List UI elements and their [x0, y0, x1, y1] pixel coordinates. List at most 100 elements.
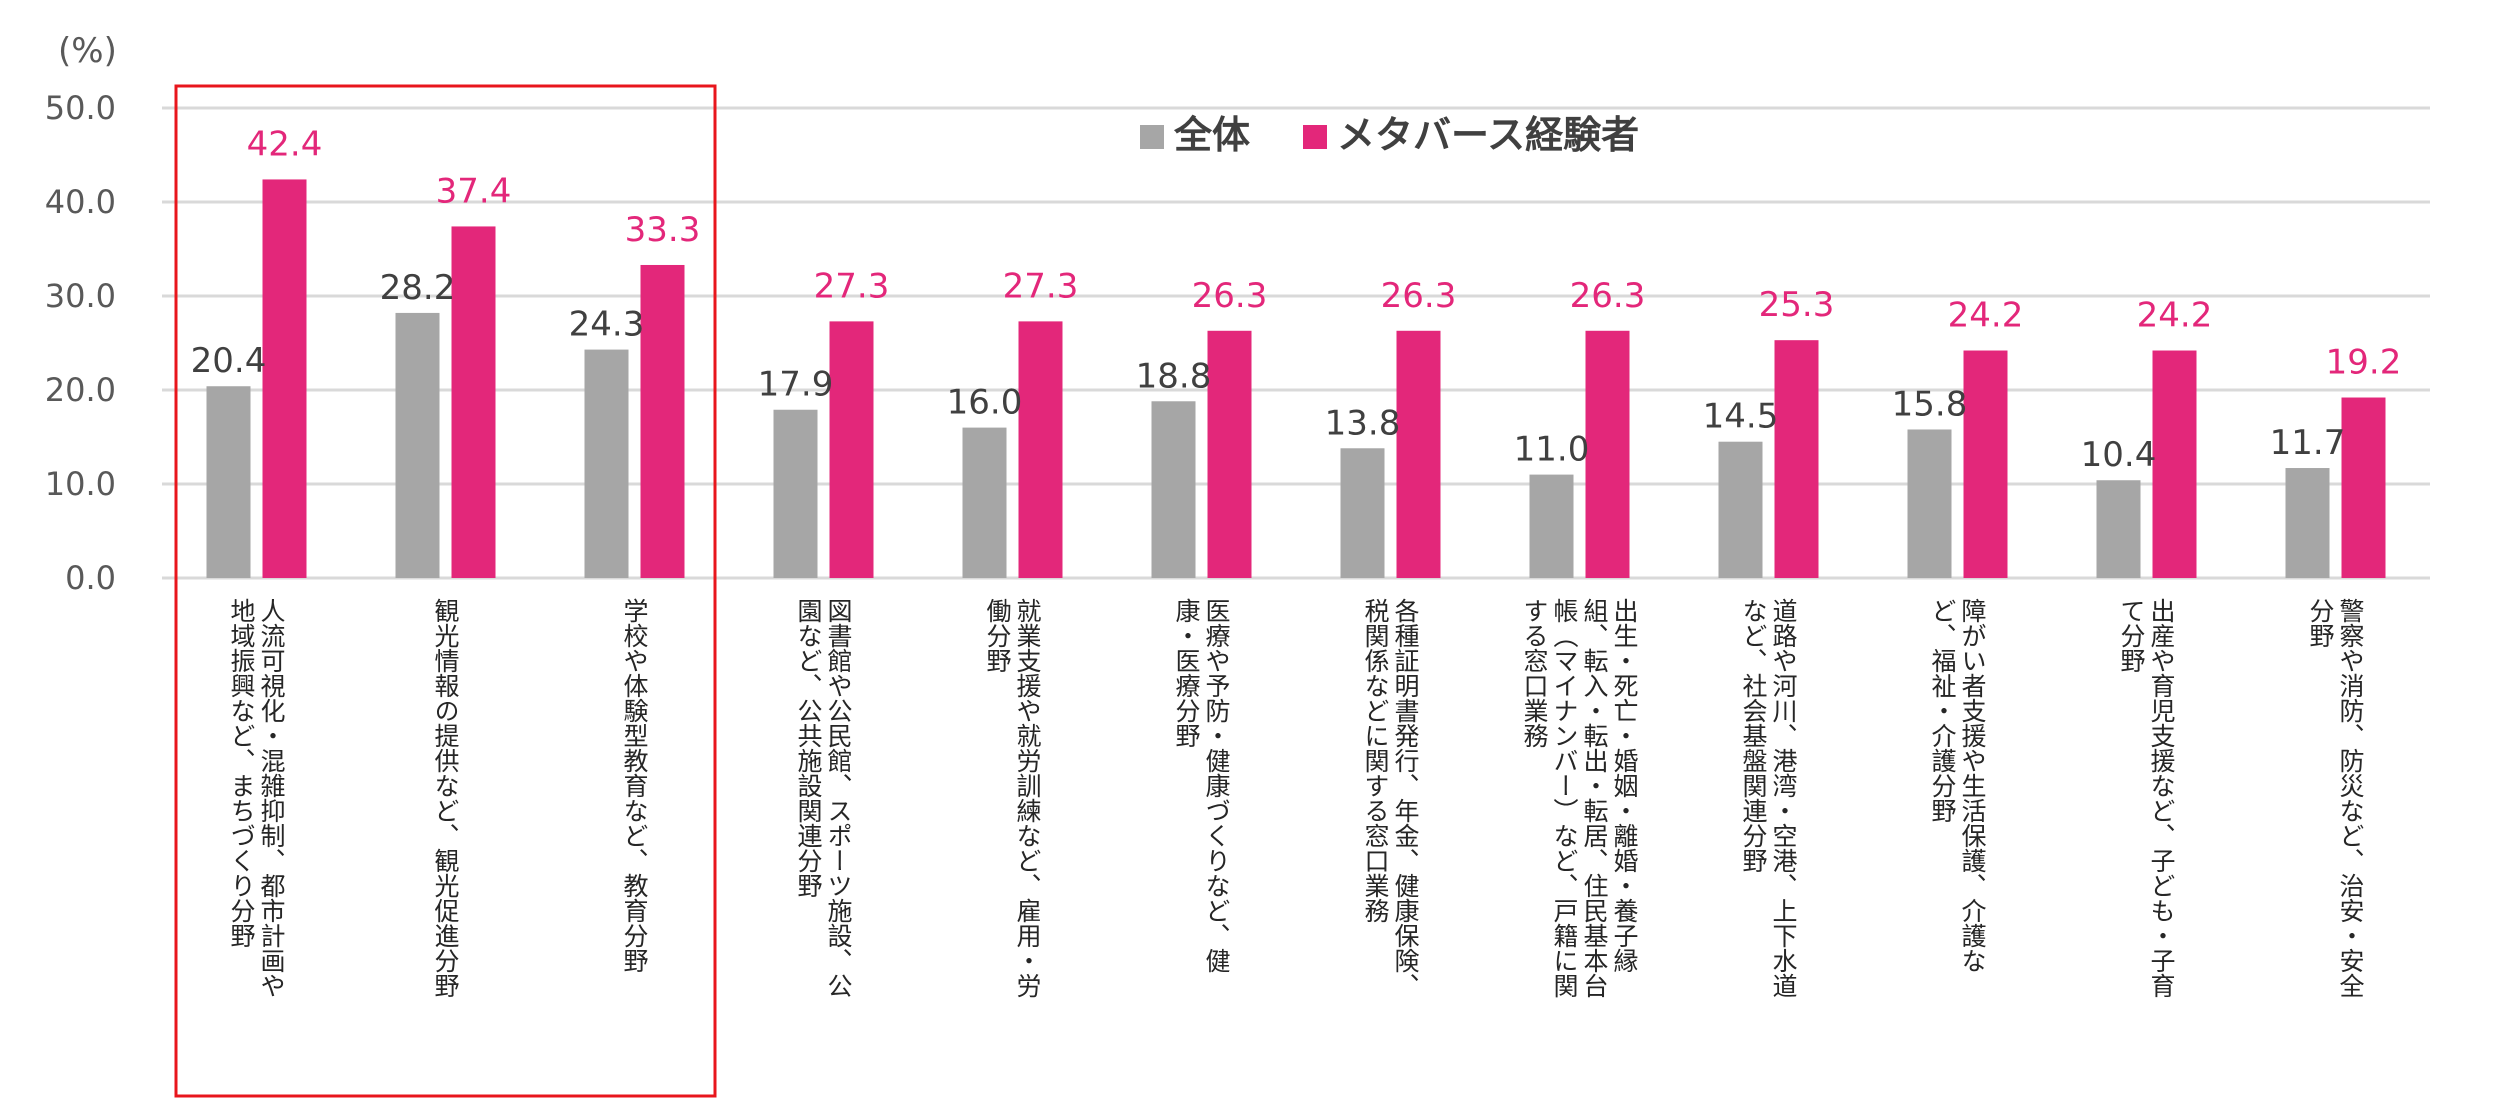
value-label-all: 11.7 — [2270, 423, 2346, 463]
value-label-meta: 27.3 — [814, 266, 890, 306]
y-axis-unit-label: (%) — [58, 31, 117, 71]
category-label-line: 人流可視化・混雑抑制、都市計画や — [257, 598, 286, 998]
value-label-all: 11.0 — [1514, 430, 1590, 470]
value-label-all: 20.4 — [191, 341, 267, 381]
category-label: 観光情報の提供など、観光促進分野 — [431, 598, 460, 998]
value-label-meta: 26.3 — [1381, 276, 1457, 316]
label-layer: 20.4 42.4 28.2 37.4 24.3 33.3 17.9 27.3 16.0 27.3… — [191, 124, 2402, 475]
category-label: 学校や体験型教育など、教育分野 — [620, 598, 649, 973]
category-label: 各種証明書発行、年金、健康保険、税関係などに関する窓口業務 — [1361, 598, 1420, 998]
bar-all — [1907, 429, 1952, 578]
category-label-line: 障がい者支援や生活保護、介護な — [1958, 598, 1987, 973]
y-tick-label: 40.0 — [45, 183, 116, 221]
category-label-line: する窓口業務 — [1520, 598, 1549, 748]
category-label-line: 学校や体験型教育など、教育分野 — [620, 598, 649, 973]
bar-all — [2285, 468, 2330, 578]
category-label-line: ど、福祉・介護分野 — [1928, 598, 1957, 823]
category-label-line: 働分野 — [983, 598, 1012, 673]
value-label-all: 16.0 — [947, 383, 1023, 423]
category-label-line: 分野 — [2306, 598, 2335, 648]
bar-all — [1340, 448, 1385, 578]
value-label-meta: 42.4 — [247, 124, 323, 164]
value-label-all: 18.8 — [1136, 356, 1212, 396]
category-label-line: 観光情報の提供など、観光促進分野 — [431, 598, 460, 998]
legend-swatch-all — [1140, 125, 1164, 149]
value-label-meta: 24.2 — [2137, 296, 2213, 336]
y-tick-label: 20.0 — [45, 371, 116, 409]
bar-meta — [1963, 350, 2008, 578]
y-tick-label: 50.0 — [45, 89, 116, 127]
bar-meta — [2341, 397, 2386, 578]
category-label-line: 帳（マイナンバー）など、戸籍に関 — [1550, 598, 1579, 998]
value-label-all: 17.9 — [758, 365, 834, 405]
category-label-line: 税関係などに関する窓口業務 — [1361, 598, 1390, 923]
value-label-all: 15.8 — [1892, 384, 1968, 424]
bar-all — [1718, 441, 1763, 578]
value-label-meta: 33.3 — [625, 210, 701, 250]
category-label-line: 地域振興など、まちづくり分野 — [227, 598, 256, 948]
legend-label-meta: メタバース経験者 — [1337, 113, 1639, 157]
category-label-line: 医療や予防・健康づくりなど、健 — [1202, 598, 1231, 973]
bar-all — [962, 427, 1007, 578]
value-label-meta: 26.3 — [1192, 276, 1268, 316]
bar-meta — [1207, 330, 1252, 578]
category-label: 医療や予防・健康づくりなど、健康・医療分野 — [1172, 598, 1231, 973]
category-label-line: 康・医療分野 — [1172, 598, 1201, 748]
category-label: 出生・死亡・婚姻・離婚・養子縁組、転入・転出・転居、住民基本台帳（マイナンバー）… — [1520, 598, 1639, 998]
value-label-all: 10.4 — [2081, 435, 2157, 475]
value-label-all: 28.2 — [380, 268, 456, 308]
bar-meta — [1018, 321, 1063, 578]
category-label-line: 警察や消防、防災など、治安・安全 — [2336, 598, 2365, 998]
bar-all — [395, 312, 440, 578]
category-label-line: 道路や河川、港湾・空港、上下水道 — [1769, 598, 1798, 998]
value-label-meta: 37.4 — [436, 171, 512, 211]
category-label-line: 就業支援や就労訓練など、雇用・労 — [1013, 598, 1042, 998]
value-label-meta: 26.3 — [1570, 276, 1646, 316]
y-tick-label: 0.0 — [65, 559, 116, 597]
y-tick-label: 30.0 — [45, 277, 116, 315]
value-label-meta: 27.3 — [1003, 266, 1079, 306]
y-tick-label: 10.0 — [45, 465, 116, 503]
bar-all — [1529, 474, 1574, 578]
category-label-line: など、社会基盤関連分野 — [1739, 598, 1768, 873]
bar-meta — [1774, 340, 1819, 578]
highlight-box — [174, 84, 717, 1098]
bar-all — [206, 386, 251, 578]
bar-meta — [2152, 350, 2197, 578]
value-label-all: 13.8 — [1325, 403, 1401, 443]
value-label-meta: 25.3 — [1759, 285, 1835, 325]
bar-meta — [640, 264, 685, 578]
legend: 全体 メタバース経験者 — [1140, 113, 1639, 157]
bar-all — [584, 349, 629, 578]
category-label-line: て分野 — [2117, 598, 2146, 673]
bar-meta — [451, 226, 496, 578]
grid-layer: 0.0 10.0 20.0 30.0 40.0 50.0 — [45, 89, 2430, 597]
bar-meta — [829, 321, 874, 578]
category-label-line: 組、転入・転出・転居、住民基本台 — [1580, 598, 1609, 998]
bar-meta — [1396, 330, 1441, 578]
legend-swatch-meta — [1303, 125, 1327, 149]
bar-meta — [262, 179, 307, 578]
category-label-line: 図書館や公民館、スポーツ施設、公 — [824, 598, 853, 998]
bar-all — [1151, 401, 1196, 578]
category-label-line: 各種証明書発行、年金、健康保険、 — [1391, 598, 1420, 998]
value-label-all: 24.3 — [569, 305, 645, 345]
legend-label-all: 全体 — [1173, 113, 1250, 157]
category-label-line: 出生・死亡・婚姻・離婚・養子縁 — [1610, 598, 1639, 973]
bar-layer — [206, 179, 2386, 578]
value-label-meta: 24.2 — [1948, 296, 2024, 336]
value-label-all: 14.5 — [1703, 397, 1779, 437]
bar-meta — [1585, 330, 1630, 578]
value-label-meta: 19.2 — [2326, 343, 2402, 383]
category-label-line: 出産や育児支援など、子ども・子育 — [2147, 598, 2176, 998]
